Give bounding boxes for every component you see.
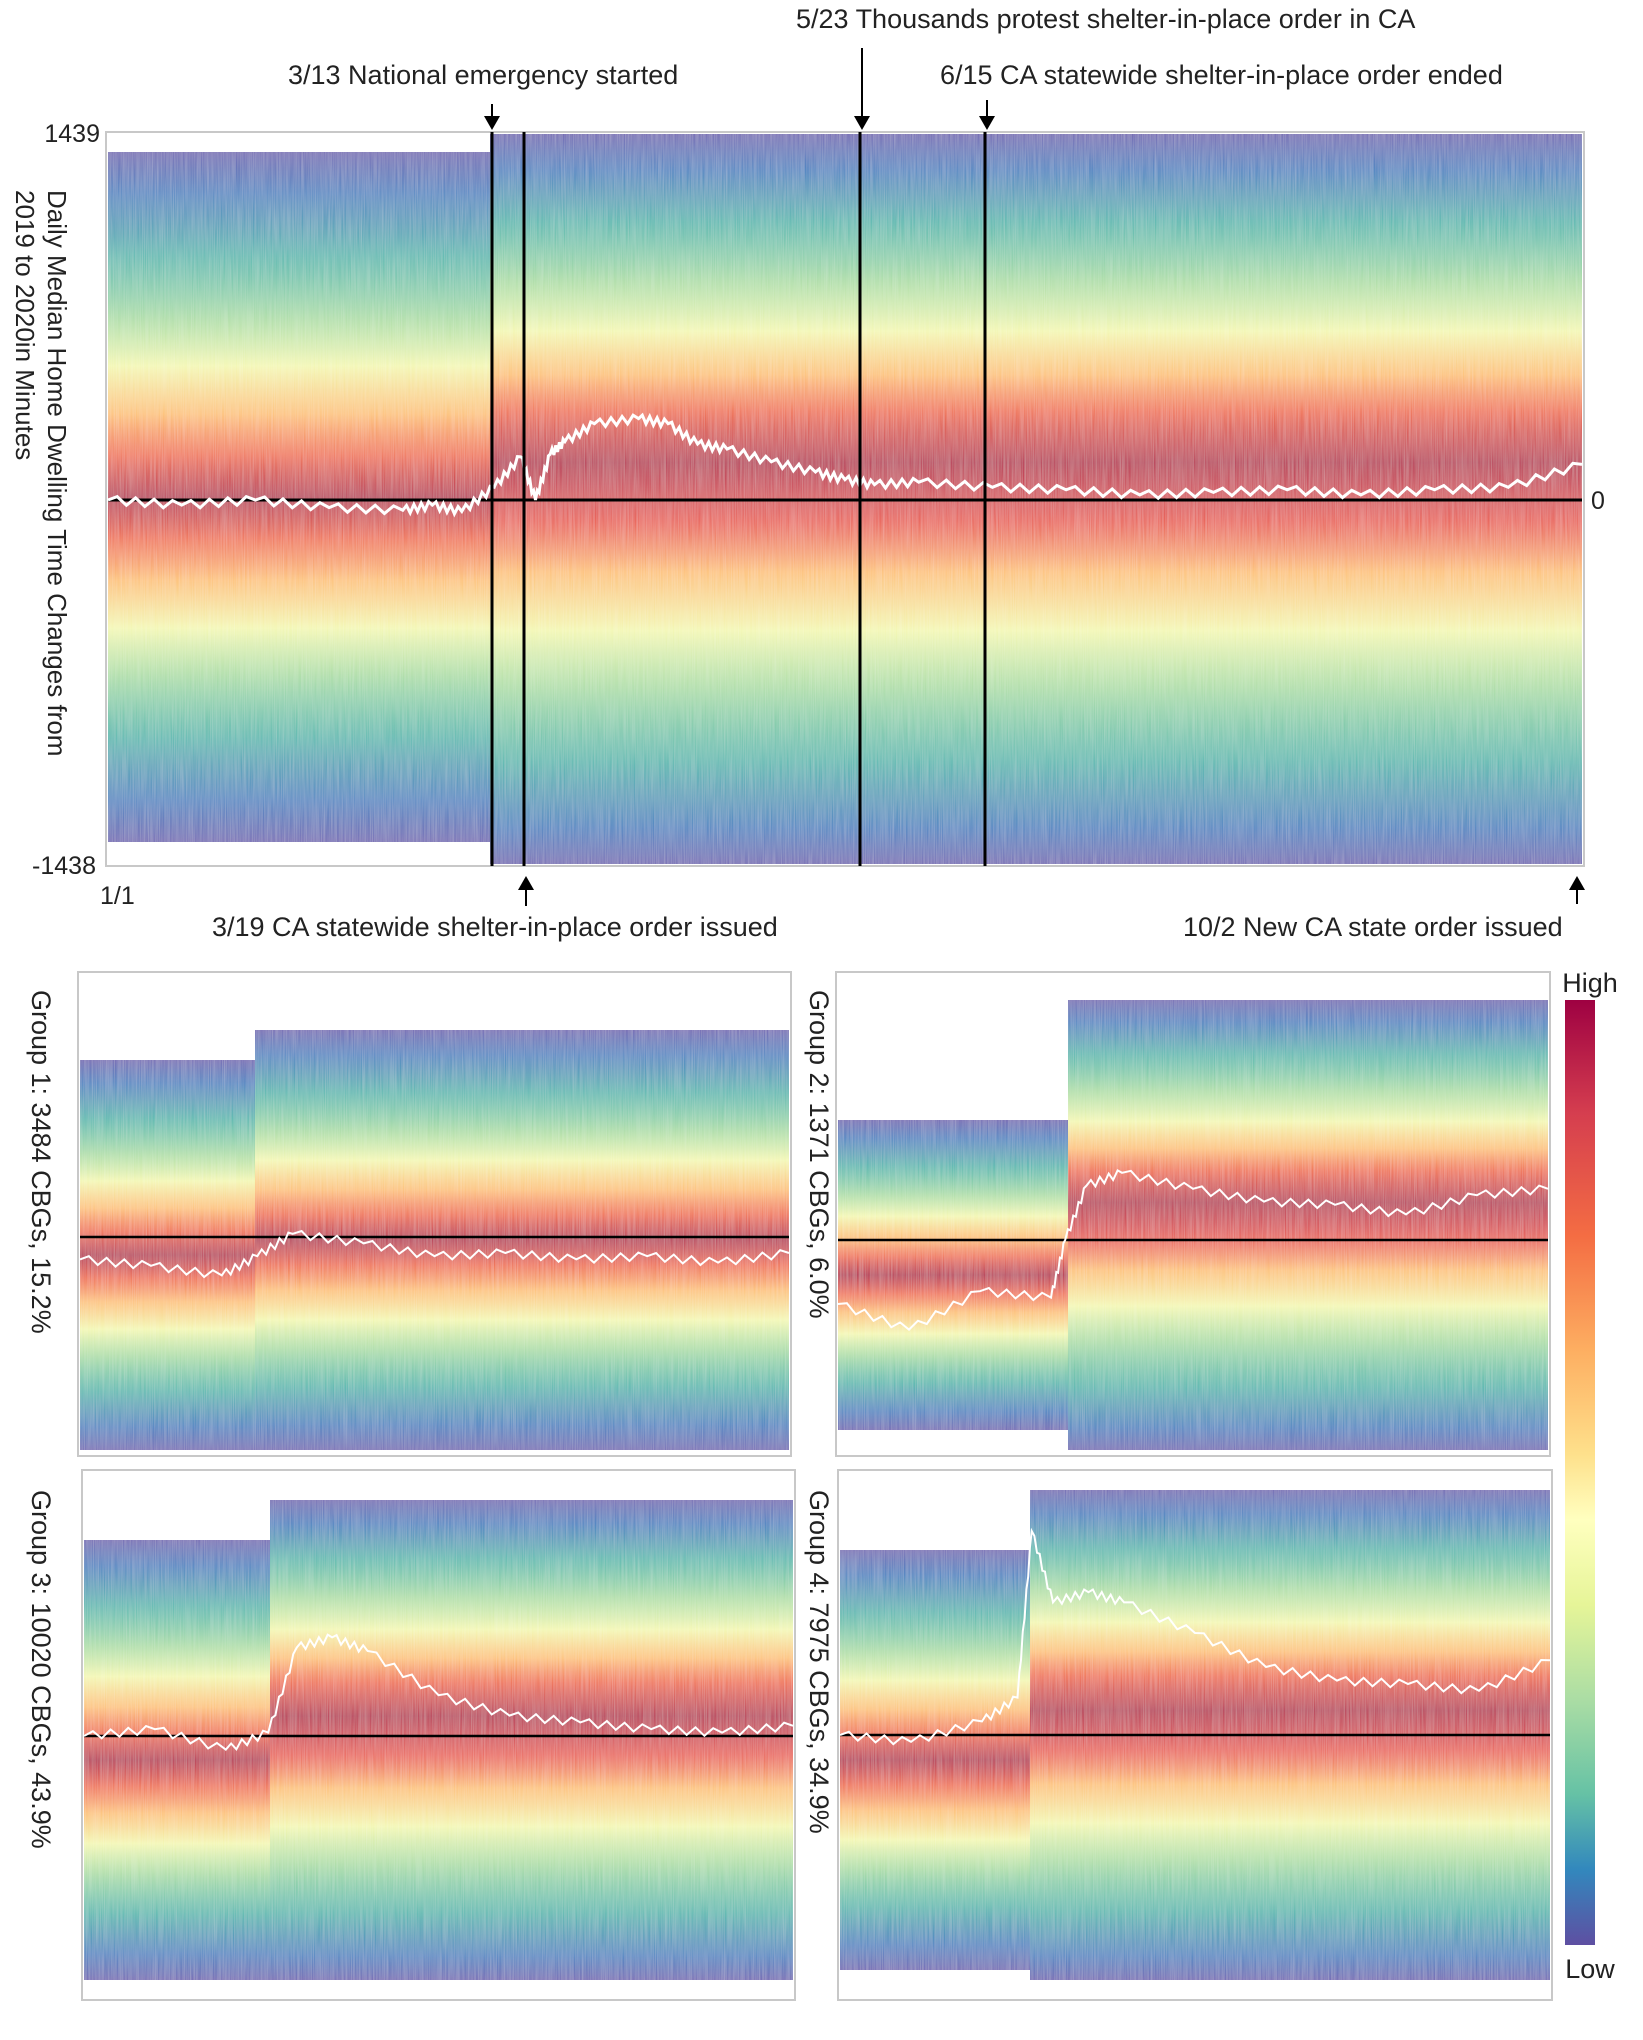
event-label-10-2: 10/2 New CA state order issued [1183,912,1563,942]
group1-median-line [79,1229,790,1279]
group2-title: Group 2: 1371 CBGs, 6.0% [804,990,834,1319]
group4-title: Group 4: 7975 CBGs, 34.9% [804,1490,834,1834]
group3-band-post [270,1500,793,1980]
colorbar: High Low [1562,968,1618,1984]
group2-chart: Group 2: 1371 CBGs, 6.0% [804,971,1551,1457]
main-chart: 3/13 National emergency started 5/23 Tho… [10,4,1605,942]
y-zero-label: 0 [1591,487,1605,515]
y-tick-bottom: -1438 [32,852,96,880]
group3-median-line [83,1633,794,1752]
event-arrow-3-19 [518,876,534,906]
y-axis-label-line1: Daily Median Home Dwelling Time Changes … [42,190,72,756]
group1-chart: Group 1: 3484 CBGs, 15.2% [26,971,792,1457]
colorbar-low-label: Low [1565,1954,1615,1984]
group2-median-line [837,1169,1549,1331]
group4-median-line [839,1527,1551,1746]
colorbar-gradient [1565,1000,1595,1945]
group4-chart: Group 4: 7975 CBGs, 34.9% [804,1469,1553,2001]
event-arrow-3-13 [484,104,500,130]
x-tick-start: 1/1 [100,882,135,910]
group3-chart: Group 3: 10020 CBGs, 43.9% [26,1469,796,2001]
event-arrow-5-23 [854,48,870,130]
event-label-3-13: 3/13 National emergency started [288,60,678,90]
group1-title: Group 1: 3484 CBGs, 15.2% [26,990,56,1334]
group2-band-pre [838,1120,1068,1430]
event-arrow-10-2 [1569,876,1585,904]
event-arrow-6-15 [979,100,995,130]
y-tick-top: 1439 [44,120,100,148]
group2-band-post [1068,1000,1548,1450]
group1-band-pre [80,1060,255,1450]
group1-band-post [255,1030,789,1450]
main-median-line [107,412,1583,518]
group4-band-pre [840,1550,1030,1970]
event-label-6-15: 6/15 CA statewide shelter-in-place order… [940,60,1503,90]
main-band-pre [108,152,490,842]
event-label-3-19: 3/19 CA statewide shelter-in-place order… [212,912,778,942]
group3-title: Group 3: 10020 CBGs, 43.9% [26,1490,56,1849]
colorbar-high-label: High [1562,968,1618,998]
y-axis-label-line2: 2019 to 2020in Minutes [10,190,40,460]
group3-band-pre [84,1540,270,1980]
event-label-5-23: 5/23 Thousands protest shelter-in-place … [796,4,1415,34]
